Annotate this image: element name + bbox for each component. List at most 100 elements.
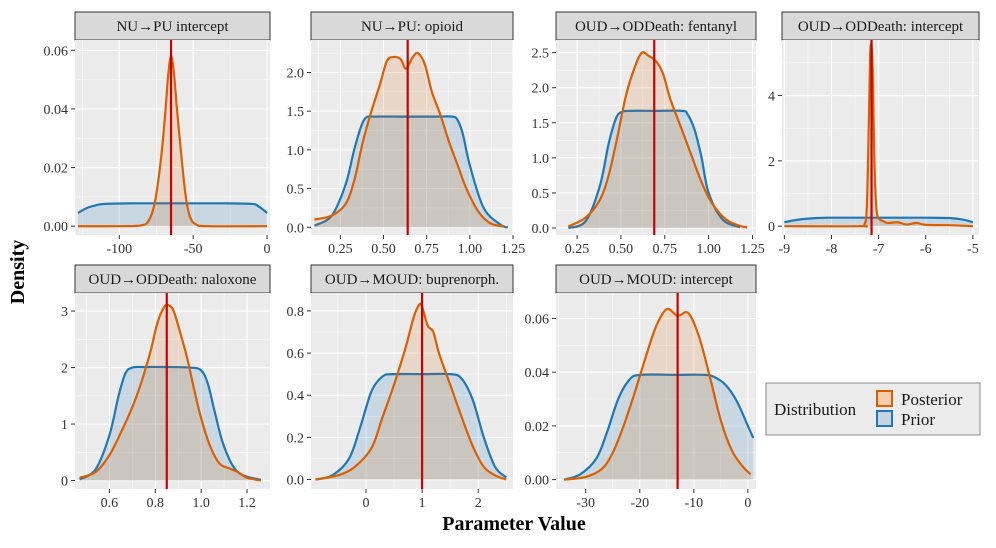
facet-title: OUD→ODDeath: naloxone xyxy=(89,272,257,288)
x-tick-label: 0.50 xyxy=(609,242,634,257)
y-tick-label: 0 xyxy=(768,220,775,235)
y-tick-label: 2.5 xyxy=(532,47,550,62)
y-tick-label: 0.04 xyxy=(525,366,550,381)
density-area-posterior xyxy=(77,56,268,227)
facet-oud-oddeath-fentanyl: OUD→ODDeath: fentanyl 0.25 0.50 0.75 1.00 1.2… xyxy=(532,11,765,257)
facet-title: NU→PU: opioid xyxy=(361,19,464,35)
x-tick-label: 1 xyxy=(419,496,426,511)
y-tick-label: 2.0 xyxy=(532,82,550,97)
x-tick-label: 0 xyxy=(264,242,271,257)
facet-strip xyxy=(555,11,757,41)
density-line-posterior xyxy=(784,43,973,228)
legend-label-prior: Prior xyxy=(901,410,935,429)
density-area-prior xyxy=(77,203,268,227)
density-line-posterior xyxy=(79,303,262,482)
density-area-posterior xyxy=(314,52,505,228)
density-area-prior xyxy=(315,373,507,480)
x-tick-label: -30 xyxy=(576,496,595,511)
y-tick-label: 1 xyxy=(61,418,68,433)
facet-oud-oddeath-naloxone: OUD→ODDeath: naloxone 0.6 0.8 1.0 1.2 0 1 2 3 xyxy=(61,264,271,511)
x-tick-label: 0.50 xyxy=(371,242,396,257)
x-tick-label: 1.25 xyxy=(501,242,526,257)
y-tick-label: 4 xyxy=(768,90,775,105)
density-area-posterior xyxy=(79,304,261,481)
x-tick-label: 1.0 xyxy=(192,496,210,511)
x-tick-label: 0.8 xyxy=(147,496,165,511)
panels: NU→PU intercept-100 -50 00.000.020.040.06N… xyxy=(44,11,980,511)
y-tick-label: 0.02 xyxy=(44,162,69,177)
density-line-prior xyxy=(567,109,741,230)
density-line-posterior xyxy=(563,307,752,481)
y-tick-label: 0.06 xyxy=(525,313,550,328)
x-tick-label: 0.6 xyxy=(101,496,119,511)
y-tick-label: 0.5 xyxy=(532,187,550,202)
x-tick-label: -7 xyxy=(873,242,885,257)
density-line-prior xyxy=(315,372,508,481)
x-tick-label: -100 xyxy=(106,242,132,257)
density-area-prior xyxy=(79,366,261,481)
x-tick-label: -20 xyxy=(630,496,649,511)
x-tick-label: 0 xyxy=(744,496,751,511)
x-tick-label: -6 xyxy=(920,242,932,257)
facet-strip xyxy=(74,11,271,41)
x-tick-label: 0.25 xyxy=(328,242,353,257)
x-tick-label: 1.00 xyxy=(696,242,721,257)
y-tick-label: 0.02 xyxy=(525,420,550,435)
legend-key-posterior xyxy=(876,390,893,407)
facet-nu-pu-intercept: NU→PU intercept -100 -50 0 0.00 0.02 0.04 0.06 xyxy=(44,11,271,257)
x-tick-label: 0.25 xyxy=(565,242,590,257)
y-tick-label: 0.00 xyxy=(525,474,550,489)
y-tick-label: 1.0 xyxy=(532,152,550,167)
density-area-posterior xyxy=(564,308,751,480)
x-axis-title: Parameter Value xyxy=(442,513,586,535)
facet-strip xyxy=(555,264,757,294)
density-line-posterior xyxy=(567,51,748,229)
x-tick-label: -5 xyxy=(967,242,979,257)
panel-background xyxy=(556,40,756,235)
density-area-posterior xyxy=(568,52,748,228)
y-tick-label: 2 xyxy=(61,362,68,377)
y-tick-label: 1.5 xyxy=(532,117,550,132)
x-tick-label: 1.00 xyxy=(458,242,483,257)
facet-title: NU→PU intercept xyxy=(116,19,229,35)
y-axis-title: Density xyxy=(7,240,29,304)
density-line-prior xyxy=(563,373,755,481)
density-line-prior xyxy=(77,202,268,214)
y-tick-label: 0.5 xyxy=(287,183,305,198)
y-tick-label: 0.04 xyxy=(44,103,69,118)
facet-strip xyxy=(310,264,514,294)
y-tick-label: 0 xyxy=(61,475,68,490)
y-tick-label: 0.8 xyxy=(287,305,305,320)
panel-background xyxy=(782,40,979,235)
facet-oud-moud-intercept: OUD→MOUD: intercept -30 -20 -10 0 0.00 0.02 0.0… xyxy=(525,264,757,511)
x-tick-label: 0.75 xyxy=(414,242,439,257)
y-tick-label: 0.0 xyxy=(287,474,305,489)
y-tick-label: 2.0 xyxy=(287,67,305,82)
legend-frame xyxy=(765,382,981,436)
facet-title: OUD→MOUD: intercept xyxy=(579,272,734,288)
y-tick-label: 1.5 xyxy=(287,105,305,120)
y-tick-label: 0.4 xyxy=(287,389,305,404)
legend: Distribution Posterior Prior xyxy=(765,382,981,436)
y-tick-label: 0.2 xyxy=(287,431,305,446)
density-line-prior xyxy=(313,115,509,229)
facet-nu-pu-opioid: NU→PU: opioid 0.25 0.50 0.75 1.00 1.25 0.0 0.5 1… xyxy=(287,11,526,257)
x-tick-label: 0 xyxy=(362,496,369,511)
y-tick-label: 0.0 xyxy=(287,221,305,236)
y-tick-label: 1.0 xyxy=(287,144,305,159)
x-tick-label: 0.75 xyxy=(653,242,678,257)
x-tick-label: -50 xyxy=(184,242,203,257)
facet-title: OUD→MOUD: buprenorph. xyxy=(325,272,499,288)
x-tick-label: 2 xyxy=(475,496,482,511)
legend-title: Distribution xyxy=(774,400,857,419)
x-tick-label: -10 xyxy=(685,496,704,511)
x-tick-label: 1.25 xyxy=(740,242,765,257)
facet-title: OUD→ODDeath: fentanyl xyxy=(575,19,737,35)
y-tick-label: 3 xyxy=(61,305,68,320)
facet-title: OUD→ODDeath: intercept xyxy=(798,19,964,35)
x-tick-label: 1.2 xyxy=(238,496,256,511)
facet-oud-oddeath-intercept: OUD→ODDeath: intercept -9 -8 -7 -6 -5 0 2 4 xyxy=(768,11,980,257)
y-tick-label: 0.6 xyxy=(287,347,305,362)
density-line-posterior xyxy=(314,51,505,228)
